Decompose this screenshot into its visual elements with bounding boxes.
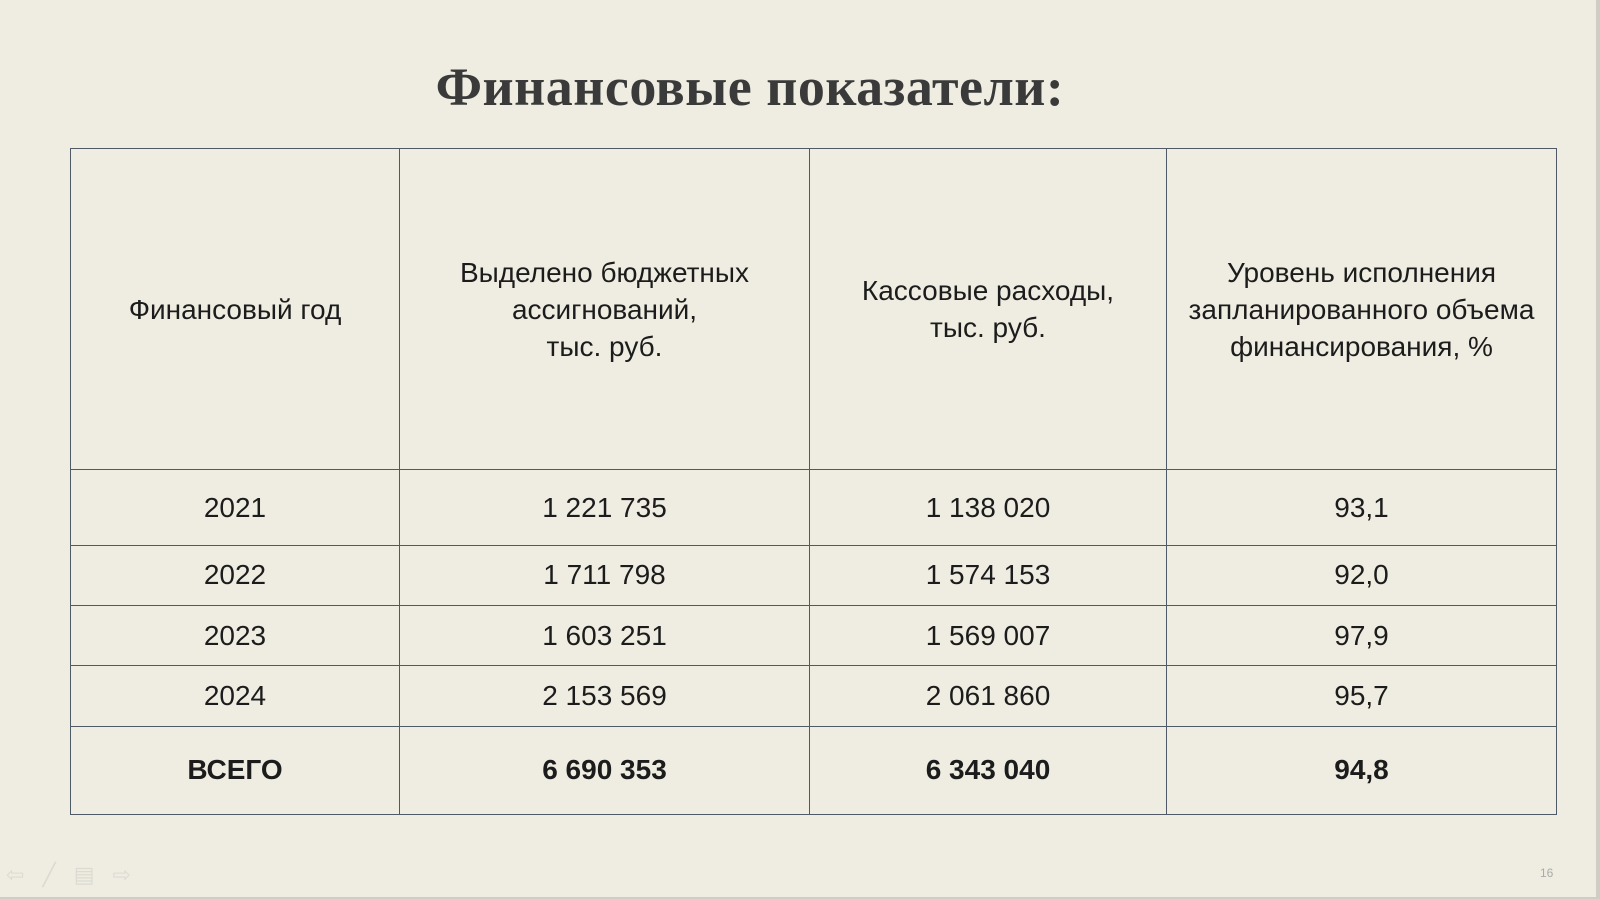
cell-year: 2021 (70, 469, 400, 546)
header-label-line: ассигнований, (511, 293, 698, 325)
header-label-line: тыс. руб. (930, 312, 1046, 344)
cell-expenses: 2 061 860 (809, 665, 1167, 727)
table-header-row: Финансовый год Выделено бюджетных ассигно… (70, 147, 1557, 471)
cell-allocated: 1 603 251 (399, 605, 810, 667)
cell-total-allocated: 6 690 353 (399, 725, 810, 816)
header-label: Финансовый год (128, 293, 342, 325)
cell-total-percent: 94,8 (1166, 725, 1557, 816)
cell-percent: 97,9 (1166, 605, 1557, 667)
right-edge-divider (1596, 0, 1600, 899)
table-row: 2024 2 153 569 2 061 860 95,7 (70, 665, 1557, 727)
slide-title: Финансовые показатели: (435, 57, 1065, 117)
slide-navigation: ⇦ ╱ ▤ ⇨ (6, 862, 131, 888)
header-execution-level: Уровень исполнения запланированного объем… (1166, 147, 1557, 471)
cell-allocated: 2 153 569 (399, 665, 810, 727)
pen-icon[interactable]: ╱ (42, 862, 56, 887)
table-total-row: ВСЕГО 6 690 353 6 343 040 94,8 (70, 725, 1557, 816)
financial-table: Финансовый год Выделено бюджетных ассигно… (70, 147, 1557, 816)
header-label-line: Выделено бюджетных (459, 256, 750, 288)
cell-percent: 92,0 (1166, 544, 1557, 607)
cell-year: 2022 (70, 544, 400, 607)
cell-year: 2024 (70, 665, 400, 727)
header-label-line: финансирования, % (1230, 330, 1493, 362)
cell-expenses: 1 138 020 (809, 469, 1167, 546)
cell-allocated: 1 221 735 (399, 469, 810, 546)
cell-percent: 95,7 (1166, 665, 1557, 727)
cell-expenses: 1 574 153 (809, 544, 1167, 607)
header-label-line: запланированного объема (1188, 293, 1535, 325)
table-row: 2023 1 603 251 1 569 007 97,9 (70, 605, 1557, 667)
bottom-edge-divider (0, 897, 1600, 899)
arrow-left-icon[interactable]: ⇦ (6, 862, 25, 887)
header-year: Финансовый год (70, 147, 400, 471)
table-row: 2021 1 221 735 1 138 020 93,1 (70, 469, 1557, 546)
header-label-line: Уровень исполнения (1226, 256, 1497, 288)
cell-expenses: 1 569 007 (809, 605, 1167, 667)
header-label-line: тыс. руб. (546, 330, 663, 362)
cell-total-label: ВСЕГО (70, 725, 400, 816)
cell-percent: 93,1 (1166, 469, 1557, 546)
header-expenses: Кассовые расходы, тыс. руб. (809, 147, 1167, 471)
page-number: 16 (1540, 866, 1554, 880)
header-label-line: Кассовые расходы, (861, 275, 1115, 307)
cell-year: 2023 (70, 605, 400, 667)
cell-total-expenses: 6 343 040 (809, 725, 1167, 816)
menu-icon[interactable]: ▤ (73, 862, 95, 887)
cell-allocated: 1 711 798 (399, 544, 810, 607)
arrow-right-icon[interactable]: ⇨ (112, 862, 131, 887)
table-row: 2022 1 711 798 1 574 153 92,0 (70, 544, 1557, 607)
header-allocated: Выделено бюджетных ассигнований, тыс. руб. (399, 147, 810, 471)
